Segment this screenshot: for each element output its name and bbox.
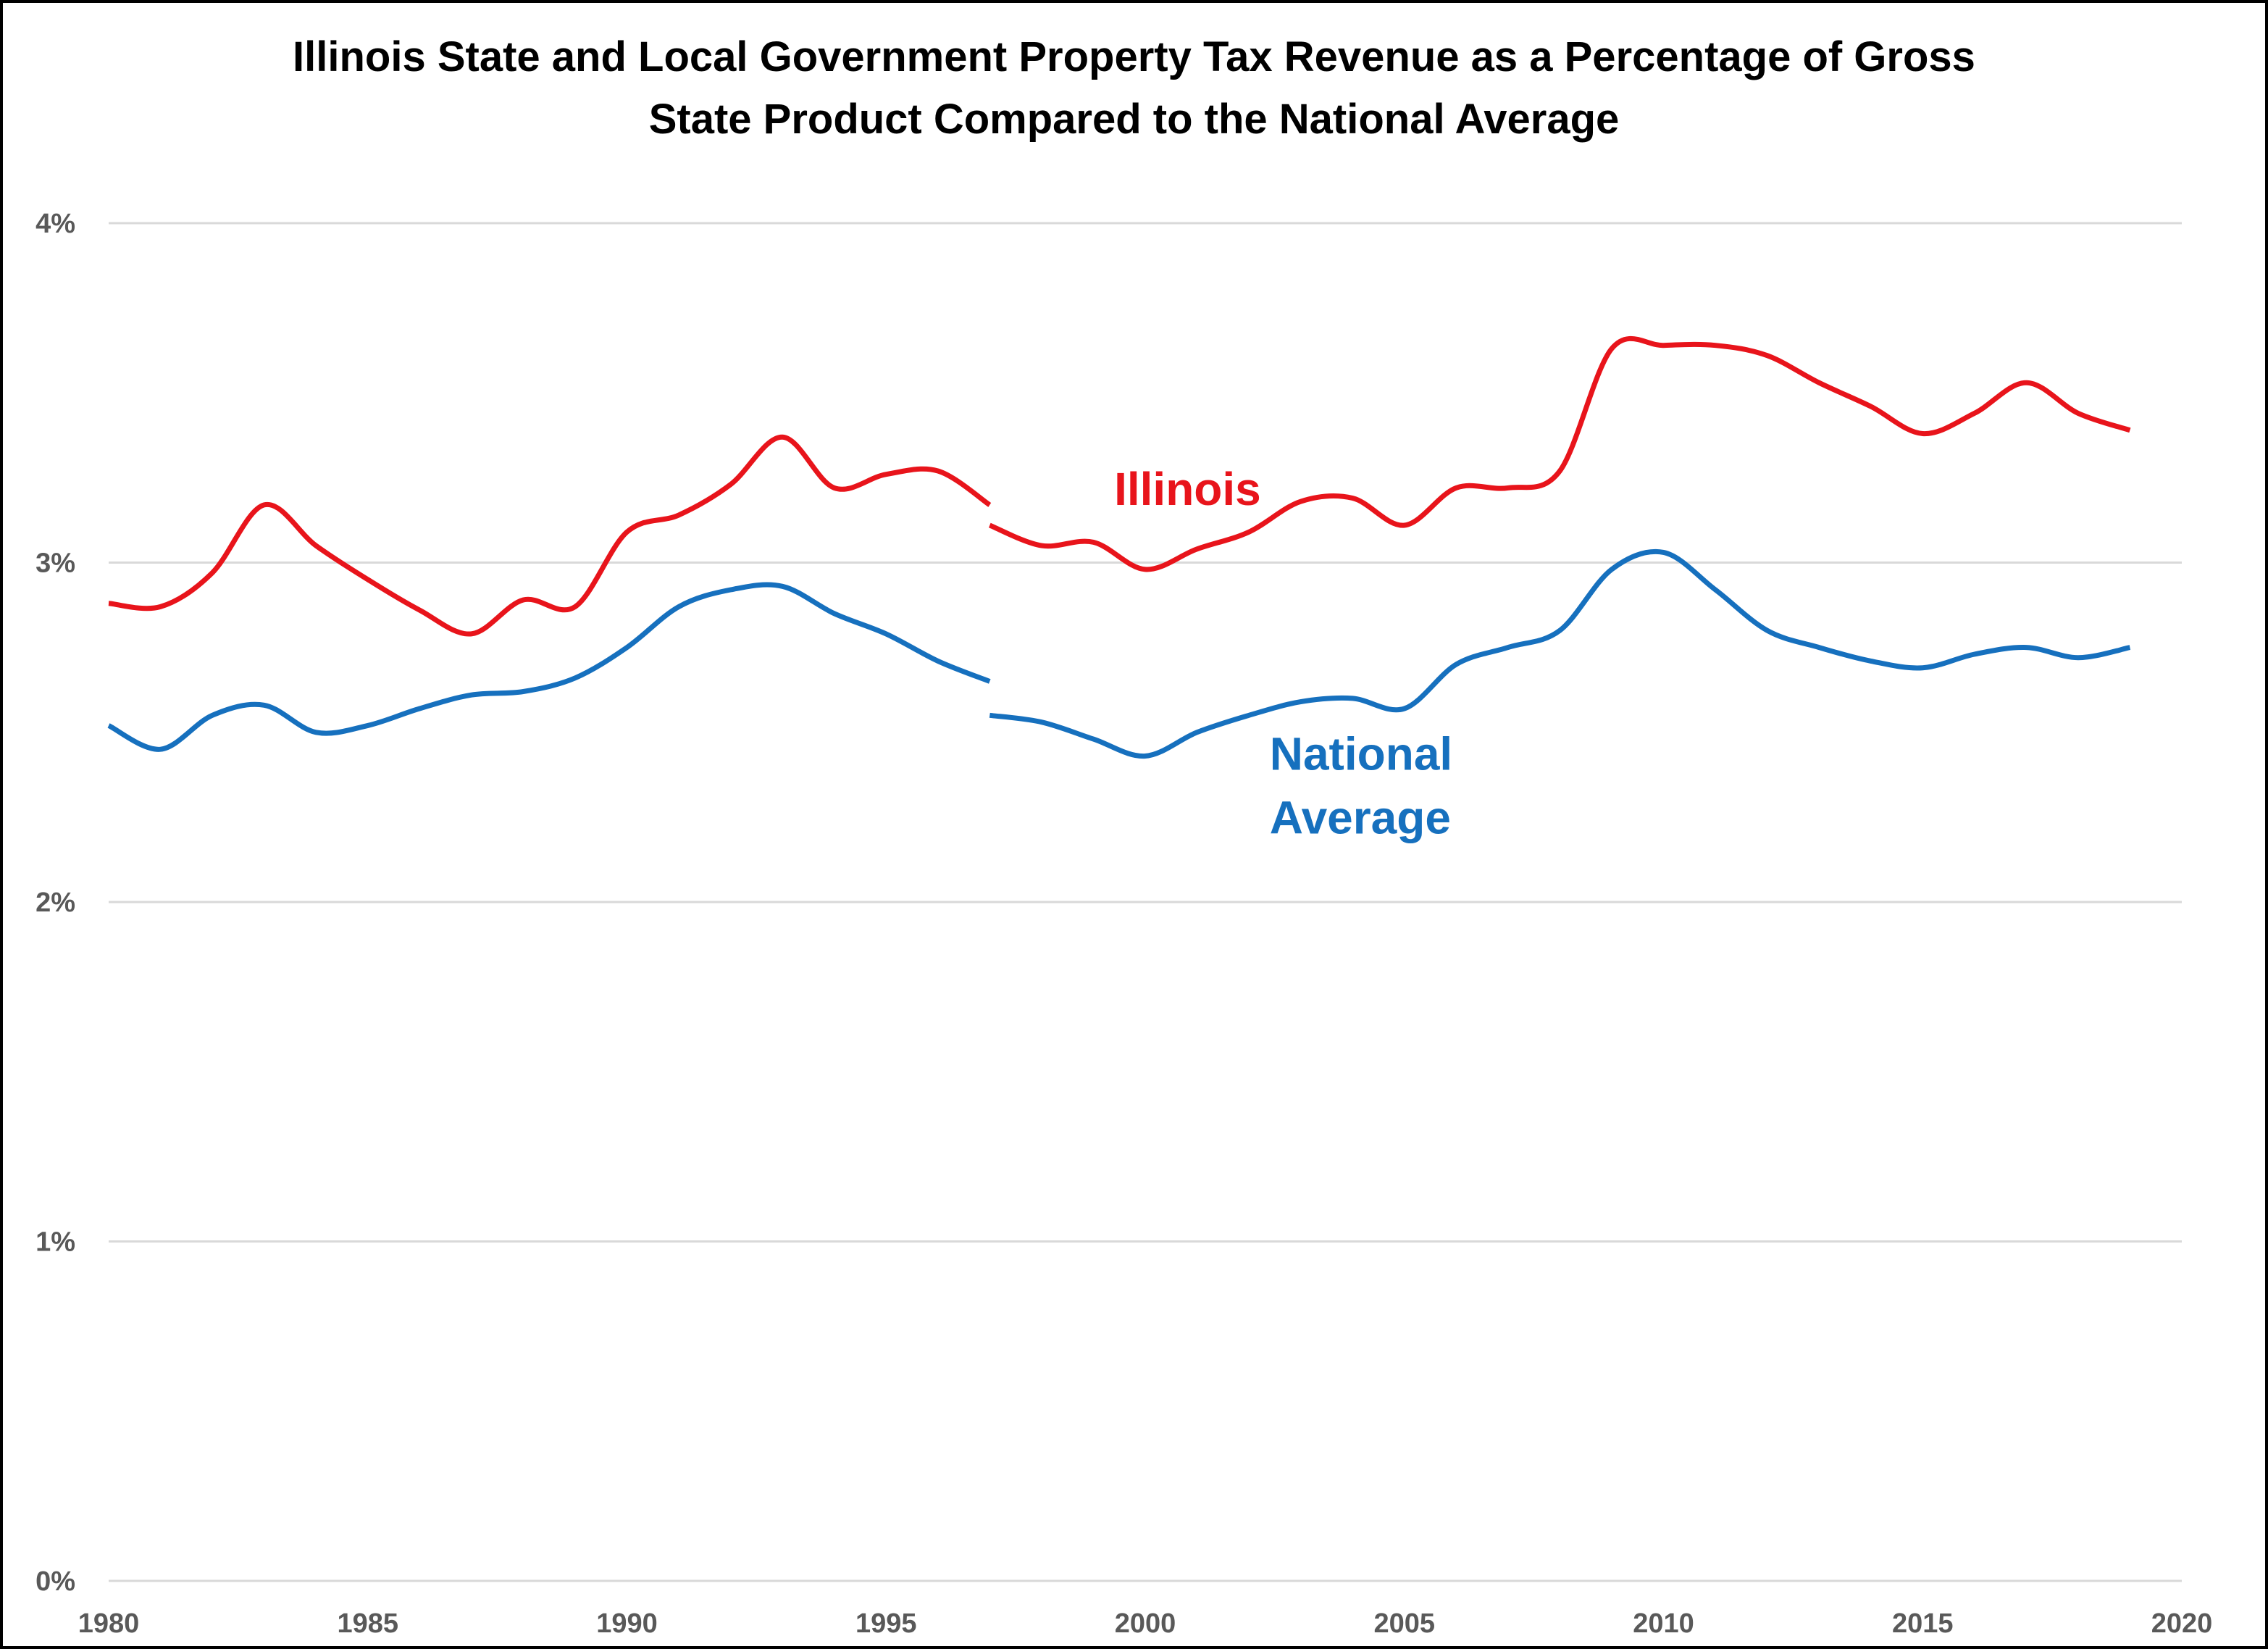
x-tick-label: 1980 [78, 1608, 140, 1639]
chart-title: Illinois State and Local Government Prop… [0, 26, 2268, 151]
series-line-1-segment-1 [989, 548, 2131, 759]
series-lines [107, 335, 2131, 759]
series-label-1: National Average [1270, 727, 1452, 843]
x-tick-label: 1990 [596, 1608, 658, 1639]
x-tick-label: 2000 [1115, 1608, 1176, 1639]
chart-title-line-1: Illinois State and Local Government Prop… [293, 33, 1975, 80]
chart-title-line-2: State Product Compared to the National A… [648, 96, 1620, 143]
x-tick-label: 1985 [337, 1608, 398, 1639]
x-tick-label: 1995 [855, 1608, 917, 1639]
y-tick-label: 2% [35, 888, 75, 918]
x-tick-label: 2020 [2151, 1608, 2213, 1639]
x-tick-label: 2010 [1633, 1608, 1694, 1639]
series-label-line: Illinois [1114, 463, 1261, 515]
series-line-0-segment-0 [108, 434, 992, 637]
y-tick-label: 0% [35, 1566, 75, 1597]
axis-ticks: 0% 1% 2% 3% 4% 1980 1985 1990 1995 2000 2005 2010 20… [35, 209, 2212, 1639]
x-tick-label: 2005 [1373, 1608, 1435, 1639]
series-label-0: Illinois [1114, 463, 1261, 515]
gridlines [109, 222, 2182, 1582]
series-label-line: National [1270, 727, 1452, 780]
x-tick-label: 2015 [1892, 1608, 1954, 1639]
series-line-1-segment-0 [107, 582, 991, 752]
series-labels: Illinois National Average [1114, 463, 1452, 843]
y-tick-label: 1% [35, 1227, 75, 1258]
y-tick-label: 3% [35, 548, 75, 579]
series-label-line: Average [1270, 791, 1451, 843]
series-line-0-segment-1 [988, 335, 2131, 572]
y-tick-label: 4% [35, 209, 75, 239]
